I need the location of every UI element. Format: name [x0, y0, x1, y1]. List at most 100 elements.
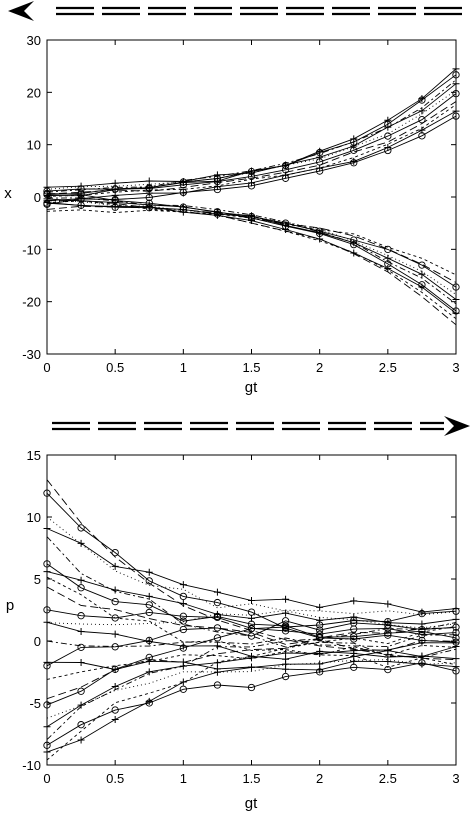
top-arrow-indicator [8, 1, 468, 21]
bottom-circle-marker [77, 643, 85, 652]
top-circle-marker [452, 283, 460, 291]
top-circle-marker [77, 190, 85, 199]
bottom-plus-marker [43, 748, 51, 756]
bottom-circle-marker [281, 672, 290, 681]
top-trajectory-line [46, 199, 457, 326]
bottom-circle-marker [145, 601, 153, 609]
top-circle-marker [350, 240, 358, 249]
bottom-circle-marker [213, 681, 222, 689]
top-trajectory-line [46, 101, 457, 195]
top-trajectory-3 [46, 101, 457, 195]
bottom-arrow-indicator [52, 416, 470, 436]
bottom-circle-marker [213, 598, 222, 607]
bottom-circle-marker [350, 663, 358, 671]
top-circle-marker [384, 132, 392, 140]
bottom-plus-marker [282, 609, 290, 617]
bottom-circle-marker [145, 577, 153, 585]
bottom-x-tick-label: 0 [43, 771, 50, 786]
bottom-plus-marker [316, 616, 324, 624]
bottom-circle-marker [179, 592, 187, 601]
bottom-y-axis-label: p [6, 597, 14, 614]
top-plus-marker [350, 142, 358, 150]
top-circle-marker [418, 261, 426, 269]
bottom-plus-marker [145, 592, 153, 600]
top-y-tick-label: -10 [22, 242, 41, 257]
top-plus-marker [248, 167, 255, 175]
bottom-circle-marker [213, 634, 222, 642]
top-plus-marker [145, 177, 153, 185]
bottom-circle-marker [179, 685, 187, 693]
top-circle-marker [418, 116, 426, 124]
bottom-plus-marker [77, 628, 85, 636]
bottom-plus-marker [452, 615, 460, 623]
bottom-plus-marker [213, 659, 221, 667]
bottom-circle-marker [452, 607, 460, 615]
bottom-trajectory-17 [43, 607, 460, 709]
top-plus-marker [350, 135, 358, 143]
bottom-plus-marker [43, 723, 51, 731]
bottom-circle-marker [316, 621, 324, 629]
top-x-ticks: 0 0.5 1 1.5 2 2.5 3 [43, 40, 460, 375]
bottom-plus-marker [452, 663, 460, 671]
bottom-circle-marker [77, 612, 85, 620]
bottom-plus-marker [350, 597, 358, 605]
top-plus-marker [282, 226, 290, 234]
top-x-tick-label: 1.5 [242, 360, 260, 375]
bottom-plus-marker [350, 647, 358, 655]
top-plus-marker [282, 161, 290, 169]
bottom-plus-marker [43, 525, 51, 533]
bottom-trajectory-20 [46, 621, 457, 740]
top-y-tick-label: 10 [27, 138, 41, 153]
bottom-plus-marker [111, 586, 119, 594]
bottom-circle-marker [316, 626, 324, 634]
bottom-circle-marker [179, 612, 187, 620]
top-plus-marker [418, 107, 426, 115]
bottom-circle-marker [43, 489, 51, 497]
bottom-circle-marker [350, 619, 358, 627]
bottom-plus-marker [213, 668, 221, 676]
bottom-trajectory-line [46, 610, 457, 706]
bottom-trajectory-3 [43, 525, 460, 616]
bottom-circle-marker [111, 548, 119, 557]
bottom-circle-marker [111, 597, 119, 606]
bottom-circle-marker [350, 635, 358, 643]
bottom-x-axis-label: gt [245, 795, 258, 812]
bottom-plus-marker [145, 697, 153, 705]
top-trajectory-line [46, 93, 457, 192]
bottom-plus-marker [77, 701, 85, 709]
bottom-trajectory-line [46, 625, 457, 761]
bottom-x-tick-label: 1.5 [242, 771, 260, 786]
bottom-trajectory-line [46, 627, 457, 700]
bottom-circle-marker [281, 627, 290, 635]
bottom-circle-marker [77, 721, 85, 729]
bottom-circle-marker [418, 625, 426, 634]
top-x-tick-label: 3 [452, 360, 459, 375]
bottom-x-tick-label: 0.5 [106, 771, 124, 786]
bottom-circle-marker [43, 560, 51, 568]
bottom-circle-marker [111, 706, 119, 714]
bottom-plus-marker [282, 660, 290, 668]
bottom-circle-marker [384, 665, 392, 674]
bottom-y-ticks: 15 10 5 0 -5 -10 [22, 448, 456, 773]
top-plus-marker [43, 183, 51, 191]
bottom-circle-marker [111, 614, 119, 622]
bottom-trajectory-22 [43, 642, 460, 756]
top-plus-marker [452, 309, 460, 317]
bottom-plot-frame [46, 454, 457, 766]
top-plus-marker [77, 202, 85, 210]
bottom-circle-marker [384, 617, 392, 626]
top-plus-marker [316, 147, 324, 155]
top-trajectory-19 [46, 199, 457, 326]
top-plus-marker [418, 283, 426, 291]
bottom-plus-marker [77, 659, 85, 667]
bottom-plus-marker [248, 596, 255, 604]
bottom-trajectory-23 [46, 625, 457, 761]
bottom-trajectory-12 [46, 634, 457, 648]
top-series-group [43, 65, 460, 326]
bottom-y-tick-label: 0 [34, 634, 41, 649]
bottom-trajectory-21 [43, 659, 460, 749]
top-plus-marker [350, 249, 358, 257]
bottom-plus-marker [248, 654, 255, 662]
bottom-circle-marker [145, 636, 153, 645]
bottom-circle-marker [350, 616, 358, 625]
